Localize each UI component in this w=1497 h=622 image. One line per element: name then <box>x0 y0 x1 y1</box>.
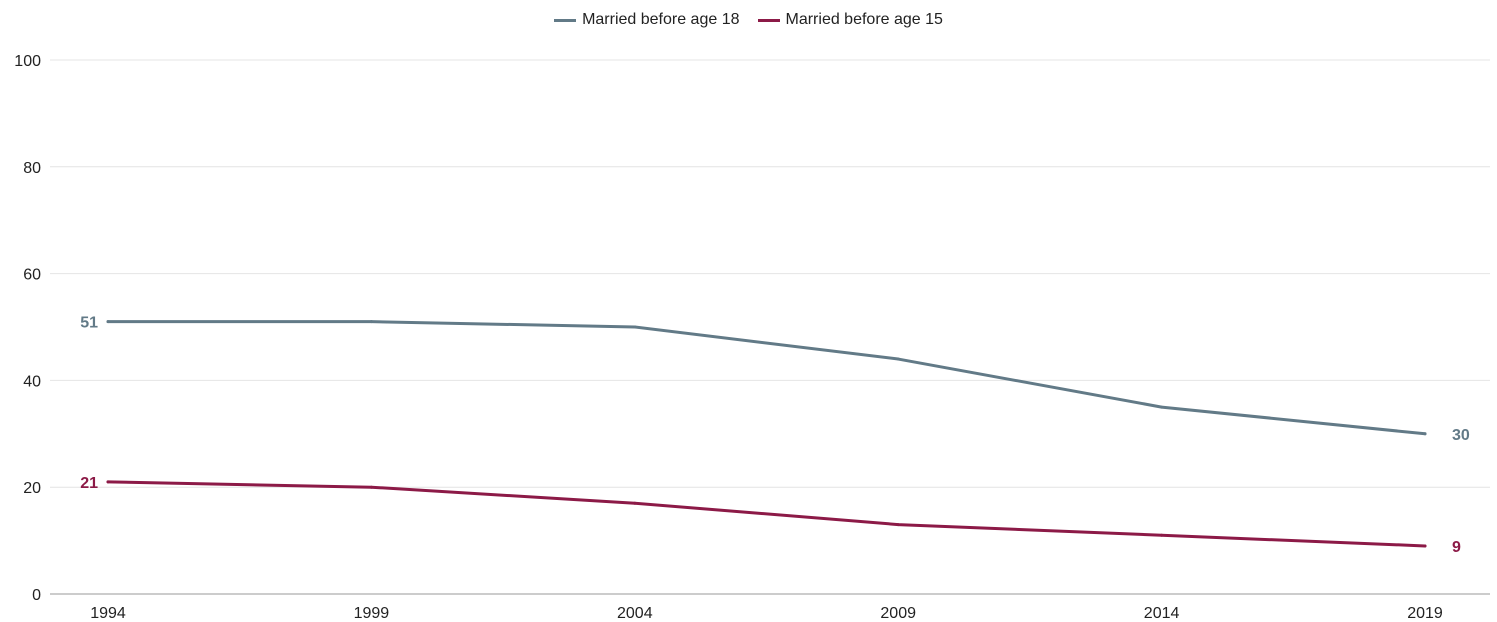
y-tick-label: 0 <box>32 587 41 604</box>
x-tick-label: 2019 <box>1407 605 1443 622</box>
series-line-1 <box>106 480 1427 548</box>
data-label-end: 30 <box>1452 427 1470 444</box>
x-tick-label: 2009 <box>880 605 916 622</box>
data-point <box>106 480 110 484</box>
data-point <box>106 320 110 324</box>
data-point <box>369 320 373 324</box>
data-point <box>896 357 900 361</box>
series-line-0 <box>106 320 1427 436</box>
data-point <box>633 325 637 329</box>
data-point <box>896 523 900 527</box>
data-point <box>1160 405 1164 409</box>
y-tick-label: 100 <box>14 53 41 70</box>
data-label-start: 21 <box>80 475 98 492</box>
x-tick-label: 2004 <box>617 605 653 622</box>
y-tick-label: 60 <box>23 267 41 284</box>
data-point <box>1423 432 1427 436</box>
legend-item-married-before-15[interactable]: Married before age 15 <box>757 11 943 29</box>
legend-label-married-before-18: Married before age 18 <box>582 11 740 28</box>
legend-label-married-before-15: Married before age 15 <box>785 11 943 28</box>
x-tick-label: 1994 <box>90 605 126 622</box>
data-point <box>633 501 637 505</box>
data-point <box>369 485 373 489</box>
data-label-end: 9 <box>1452 539 1461 556</box>
data-point <box>1160 533 1164 537</box>
legend-item-married-before-18[interactable]: Married before age 18 <box>554 11 740 29</box>
data-point <box>1423 544 1427 548</box>
y-tick-label: 80 <box>23 160 41 177</box>
y-tick-label: 20 <box>23 480 41 497</box>
y-tick-label: 40 <box>23 373 41 390</box>
legend-swatch-married-before-18 <box>554 18 577 22</box>
x-tick-label: 2014 <box>1144 605 1180 622</box>
legend: Married before age 18 Married before age… <box>0 8 1497 32</box>
x-tick-label: 1999 <box>354 605 390 622</box>
legend-swatch-married-before-15 <box>757 18 780 22</box>
data-label-start: 51 <box>80 315 98 332</box>
